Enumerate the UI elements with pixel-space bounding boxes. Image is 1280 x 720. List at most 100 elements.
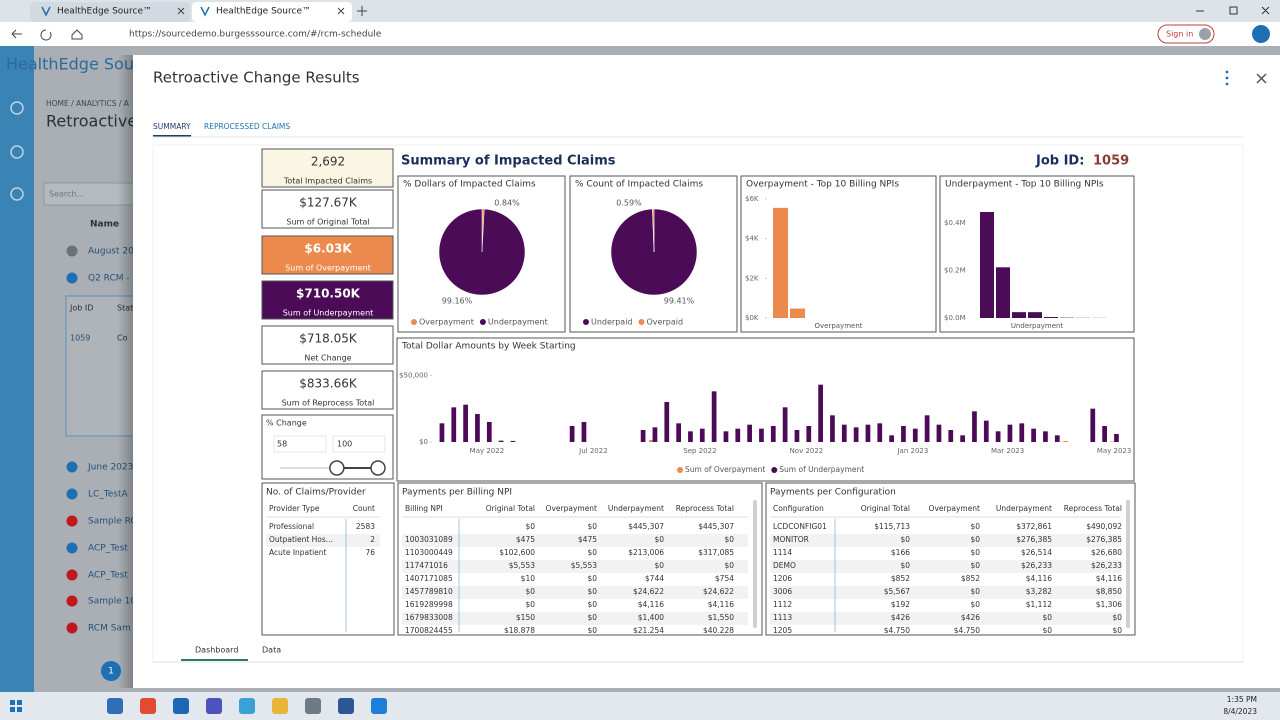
tab-title[interactable]: HealthEdge Source™ [216,7,311,17]
job-name[interactable]: June 2023 [87,463,133,473]
modal-tab[interactable]: SUMMARY [153,122,191,131]
job-name[interactable]: ACP_Test [88,571,128,581]
legend-label: Sum of Overpayment [685,465,765,474]
bar [901,426,906,442]
taskbar-app[interactable] [338,698,354,714]
table-cell: 1679833008 [405,613,453,622]
table-cell: $0 [1042,613,1052,622]
bar [806,426,812,442]
table-header[interactable]: Billing NPI [405,504,443,513]
table-cell: 117471016 [405,561,448,570]
table-cell: $0 [970,600,980,609]
kpi-card [261,280,394,320]
bar [889,435,894,442]
status-icon [66,542,78,554]
job-name[interactable]: Sample RC [88,517,137,527]
table-body: $0 $0 $445,307 $445,307 1003031089 $475 $475 $0… [402,522,748,633]
table-header[interactable]: Reprocess Total [1064,504,1122,513]
y-tick-label: $0.2M [944,266,966,274]
bar [569,426,575,442]
bar [818,384,823,442]
job-name[interactable]: Sample 10 [88,597,136,607]
bar [1063,440,1068,442]
tab-title[interactable]: HealthEdge Source™ [57,7,152,17]
table-cell: $4,750 [884,626,910,635]
table-header[interactable]: Underpayment [608,504,664,513]
legend-label: Overpayment [419,318,474,327]
table-body: LCDCONFIG01 $115,713 $0 $372,861 $490,092 MON… [770,522,1122,635]
table-header[interactable]: Original Total [861,504,910,513]
kpi-label: Sum of Overpayment [285,264,371,273]
page[interactable]: 1 [108,667,114,677]
slider-handle[interactable] [329,460,345,476]
sign-in-label[interactable]: Sign in [1166,30,1193,39]
taskbar-app[interactable] [272,698,288,714]
kpi-label: Sum of Original Total [286,218,369,227]
taskbar-app[interactable] [239,698,255,714]
taskbar-app[interactable] [305,698,321,714]
bar [980,212,994,318]
legend-swatch [677,467,683,473]
table-cell: 2583 [356,522,375,531]
bar [1031,428,1036,442]
report-tab[interactable]: Dashboard [195,646,238,655]
table-cell: $0 [587,574,597,583]
sign-in[interactable] [1157,24,1215,44]
bar [1007,424,1013,442]
table-header[interactable]: Overpayment [929,504,981,513]
bar [439,423,445,442]
taskbar-app[interactable] [371,698,387,714]
job-name[interactable]: Q2 RCM - [88,274,130,284]
table-header[interactable]: Reprocess Total [676,504,734,513]
table-cell: $0 [587,548,597,557]
job-name[interactable]: August 20 [88,247,134,257]
table-header[interactable]: Configuration [773,504,824,513]
scrollbar[interactable] [1126,500,1130,628]
kpi-card [261,370,394,410]
kpi-card [261,148,394,188]
row-stripe [402,560,748,573]
table-cell: $0 [970,561,980,570]
bar [794,430,800,442]
table-header[interactable]: Original Total [486,504,535,513]
bar [1028,312,1042,318]
taskbar-app[interactable] [107,698,123,714]
scrollbar[interactable] [753,500,757,628]
tab-underline [153,135,191,137]
table-cell: $490,092 [1086,522,1122,531]
taskbar-app[interactable] [140,698,156,714]
x-axis-label: Overpayment [814,322,862,330]
url: https://sourcedemo.burgesssource.com/#/r… [129,30,382,40]
table-header[interactable]: Underpayment [996,504,1052,513]
row-stripe [770,586,1121,599]
kpi-card [261,235,394,275]
column-header: Name [90,220,119,230]
table-cell: $0 [724,535,734,544]
bing [1252,25,1270,43]
tab[interactable] [30,2,190,22]
status-icon [66,461,78,473]
modal-tab[interactable]: REPROCESSED CLAIMS [204,122,290,131]
table-header[interactable]: Overpayment [546,504,598,513]
legend-label: Underpayment [488,318,548,327]
job-name[interactable]: ACP_Test [88,544,128,554]
taskbar-app[interactable] [173,698,189,714]
taskbar-app[interactable] [206,698,222,714]
slider-max: 100 [337,440,352,449]
report-tab[interactable]: Data [262,646,281,655]
table-cell: 1113 [773,613,792,622]
bar [1090,408,1096,442]
tab-active[interactable] [192,2,352,22]
slider-handle[interactable] [370,460,386,476]
table-cell: $0 [587,613,597,622]
slider-min-box [273,435,327,453]
job-name[interactable]: RCM Sam [88,624,131,634]
y-tick-label: $50,000 [399,371,428,379]
job-name[interactable]: LC_TestA [88,490,129,500]
row-stripe [266,534,380,547]
table-cell: $0 [970,587,980,596]
table-header[interactable]: Count [353,504,375,513]
table-header[interactable]: Provider Type [269,504,320,513]
y-tick-label: $4K [745,235,759,243]
